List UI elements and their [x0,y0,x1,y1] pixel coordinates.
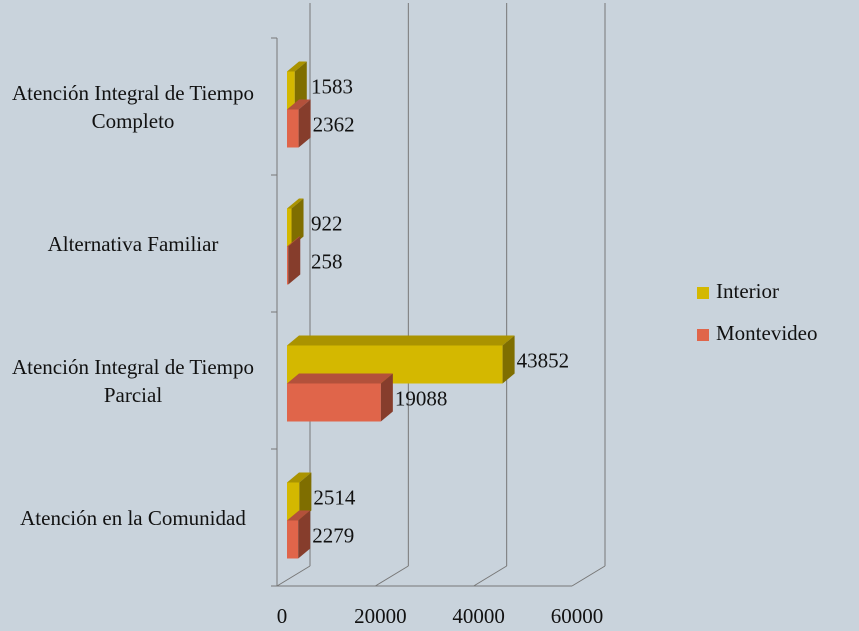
bar [287,520,299,559]
y-tick-label: Atención Integral de Tiempo Parcial [11,354,255,407]
grid-line [276,565,311,587]
grid-line [571,565,606,587]
legend-label: Interior [716,279,779,303]
bar [287,109,299,148]
bar-side [298,510,311,559]
bar-top [287,510,311,521]
bar [287,482,300,521]
data-label: 19088 [395,386,448,410]
legend-swatch [697,329,709,341]
bar-top [287,373,393,384]
data-label: 258 [311,249,343,273]
data-label: 2362 [313,112,355,136]
x-tick-label: 40000 [452,604,505,628]
bar-side [380,373,393,422]
data-label: 1583 [311,74,353,98]
bar-top [287,472,312,483]
x-tick-label: 60000 [551,604,604,628]
legend-label: Montevideo [716,321,817,345]
data-label: 43852 [517,348,570,372]
x-tick-label: 20000 [354,604,407,628]
bar [287,208,292,247]
bar [287,71,295,110]
bar-side [299,472,312,521]
y-tick-label: Atención Integral de Tiempo Completo [11,80,255,133]
y-tick-label: Alternativa Familiar [47,231,219,256]
bar-side [294,61,307,110]
x-tick-label: 0 [277,604,288,628]
bar-top [287,99,311,110]
bar [287,383,381,422]
grid-line [473,565,507,587]
bar-top [287,61,307,72]
grid-line [375,565,409,587]
bar-top [287,236,301,247]
bar-side [502,335,515,384]
bar-top [287,198,304,209]
y-tick-label: Atención en la Comunidad [20,505,246,530]
bar-side [291,198,304,247]
data-label: 2279 [312,523,354,547]
legend-swatch [697,287,709,299]
bar-top [287,335,515,346]
bar-side [288,236,301,285]
data-label: 2514 [313,485,356,509]
data-label: 922 [311,211,343,235]
bar-side [298,99,311,148]
bar [287,246,289,285]
